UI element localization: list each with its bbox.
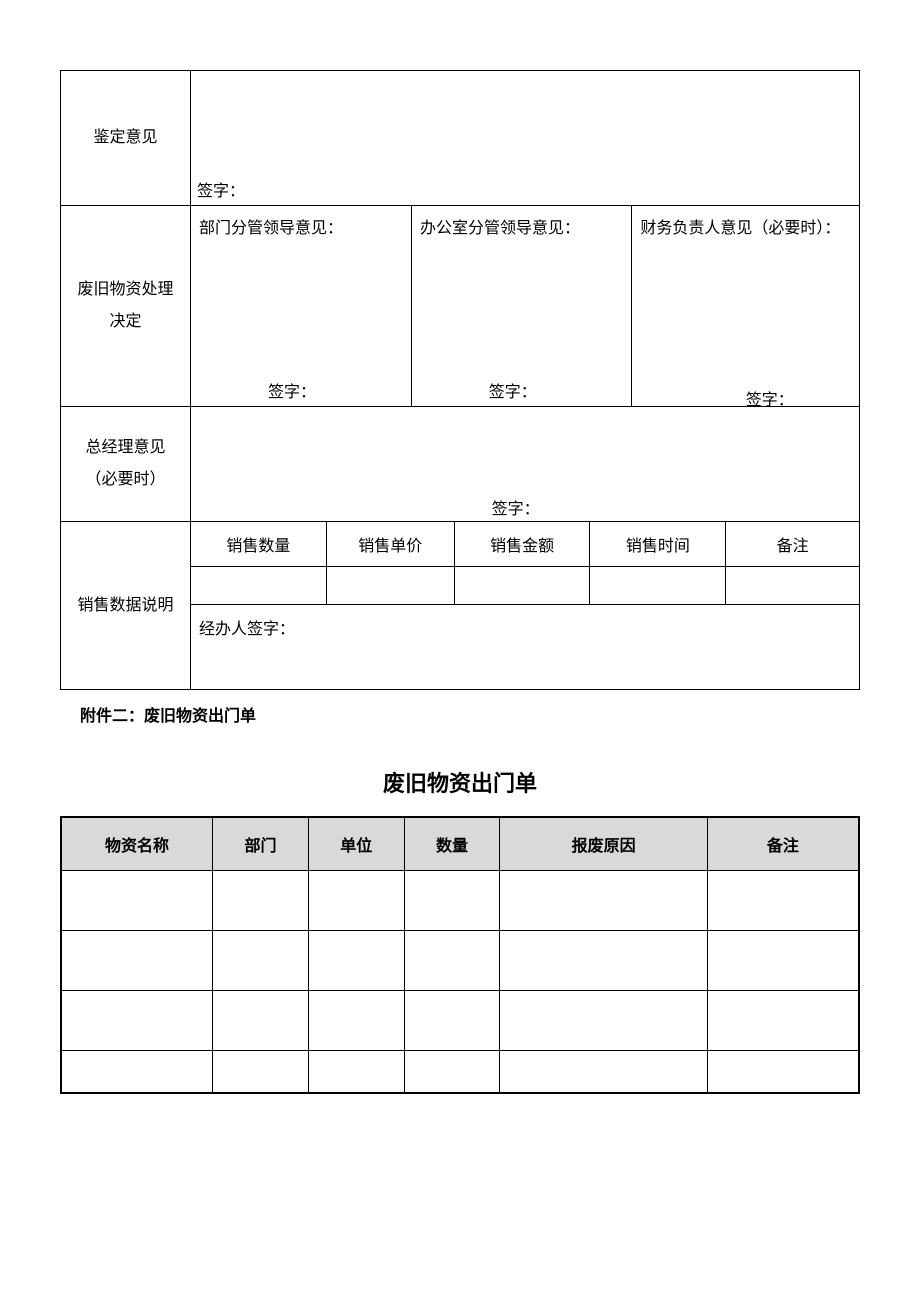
qty-cell xyxy=(404,931,500,991)
unit-cell xyxy=(308,931,404,991)
dept-leader-cell: 部门分管领导意见： 签字： xyxy=(191,206,411,406)
sales-data-label: 销售数据说明 xyxy=(61,522,191,690)
decision-inner-table: 部门分管领导意见： 签字： 办公室分管领导意见： 签字： 财务负责人意见（必要时… xyxy=(191,206,859,406)
exit-row-2 xyxy=(61,931,859,991)
decision-row: 废旧物资处理 决定 部门分管领导意见： 签字： 办公室分管领导意见： 签字： xyxy=(61,206,860,407)
finance-leader-opinion-label: 财务负责人意见（必要时）： xyxy=(640,216,851,242)
sales-signer-label: 经办人签字： xyxy=(191,605,860,690)
dept-leader-opinion-label: 部门分管领导意见： xyxy=(199,216,403,242)
exit-header-row: 物资名称 部门 单位 数量 报废原因 备注 xyxy=(61,817,859,871)
qty-cell xyxy=(404,1051,500,1093)
sales-unitprice-cell xyxy=(326,567,454,605)
exit-row-4 xyxy=(61,1051,859,1093)
exit-form-table: 物资名称 部门 单位 数量 报废原因 备注 xyxy=(60,816,860,1094)
sales-qty-header: 销售数量 xyxy=(191,522,327,567)
dept-header: 部门 xyxy=(213,817,309,871)
dept-cell xyxy=(213,1051,309,1093)
sales-qty-cell xyxy=(191,567,327,605)
sales-time-header: 销售时间 xyxy=(590,522,726,567)
sales-remark-header: 备注 xyxy=(726,522,860,567)
gm-content: 签字： xyxy=(191,407,860,522)
material-name-cell xyxy=(61,1051,213,1093)
qty-cell xyxy=(404,871,500,931)
remark-cell xyxy=(707,991,859,1051)
remark-cell xyxy=(707,931,859,991)
finance-leader-cell: 财务负责人意见（必要时）： 签字： xyxy=(632,206,859,406)
scrap-reason-cell xyxy=(500,1051,707,1093)
scrap-reason-cell xyxy=(500,871,707,931)
material-name-header: 物资名称 xyxy=(61,817,213,871)
gm-signature-label: 签字： xyxy=(492,495,540,519)
dept-cell xyxy=(213,871,309,931)
exit-row-1 xyxy=(61,871,859,931)
unit-cell xyxy=(308,1051,404,1093)
decision-label-line2: 决定 xyxy=(109,313,141,330)
approval-table: 鉴定意见 签字： 废旧物资处理 决定 部门分管领导意见： 签字： xyxy=(60,70,860,690)
gm-label-line2: （必要时） xyxy=(85,471,165,488)
material-name-cell xyxy=(61,871,213,931)
sales-remark-cell xyxy=(726,567,860,605)
unit-cell xyxy=(308,871,404,931)
office-leader-cell: 办公室分管领导意见： 签字： xyxy=(411,206,631,406)
gm-label-line1: 总经理意见 xyxy=(85,439,165,456)
scrap-reason-cell xyxy=(500,931,707,991)
dept-cell xyxy=(213,931,309,991)
remark-cell xyxy=(707,1051,859,1093)
exit-row-3 xyxy=(61,991,859,1051)
unit-cell xyxy=(308,991,404,1051)
exit-form-title: 废旧物资出门单 xyxy=(60,766,860,798)
appraisal-label: 鉴定意见 xyxy=(61,71,191,206)
finance-leader-signature-label: 签字： xyxy=(746,386,794,406)
decision-label: 废旧物资处理 决定 xyxy=(61,206,191,407)
scrap-reason-header: 报废原因 xyxy=(500,817,707,871)
appraisal-row: 鉴定意见 签字： xyxy=(61,71,860,206)
attachment-two-label: 附件二：废旧物资出门单 xyxy=(80,702,860,726)
scrap-reason-cell xyxy=(500,991,707,1051)
dept-leader-signature-label: 签字： xyxy=(268,378,316,402)
decision-label-line1: 废旧物资处理 xyxy=(77,281,173,298)
gm-row: 总经理意见 （必要时） 签字： xyxy=(61,407,860,522)
decision-content: 部门分管领导意见： 签字： 办公室分管领导意见： 签字： 财务负责人意见（必要时… xyxy=(191,206,860,407)
unit-header: 单位 xyxy=(308,817,404,871)
gm-label: 总经理意见 （必要时） xyxy=(61,407,191,522)
appraisal-signature-label: 签字： xyxy=(197,177,245,201)
office-leader-signature-label: 签字： xyxy=(489,378,537,402)
material-name-cell xyxy=(61,991,213,1051)
sales-header-row: 销售数据说明 销售数量 销售单价 销售金额 销售时间 备注 xyxy=(61,522,860,567)
sales-time-cell xyxy=(590,567,726,605)
material-name-cell xyxy=(61,931,213,991)
office-leader-opinion-label: 办公室分管领导意见： xyxy=(420,216,623,242)
sales-unitprice-header: 销售单价 xyxy=(326,522,454,567)
qty-header: 数量 xyxy=(404,817,500,871)
sales-amount-cell xyxy=(454,567,590,605)
appraisal-content: 签字： xyxy=(191,71,860,206)
remark-cell xyxy=(707,871,859,931)
qty-cell xyxy=(404,991,500,1051)
dept-cell xyxy=(213,991,309,1051)
sales-amount-header: 销售金额 xyxy=(454,522,590,567)
remark-header: 备注 xyxy=(707,817,859,871)
